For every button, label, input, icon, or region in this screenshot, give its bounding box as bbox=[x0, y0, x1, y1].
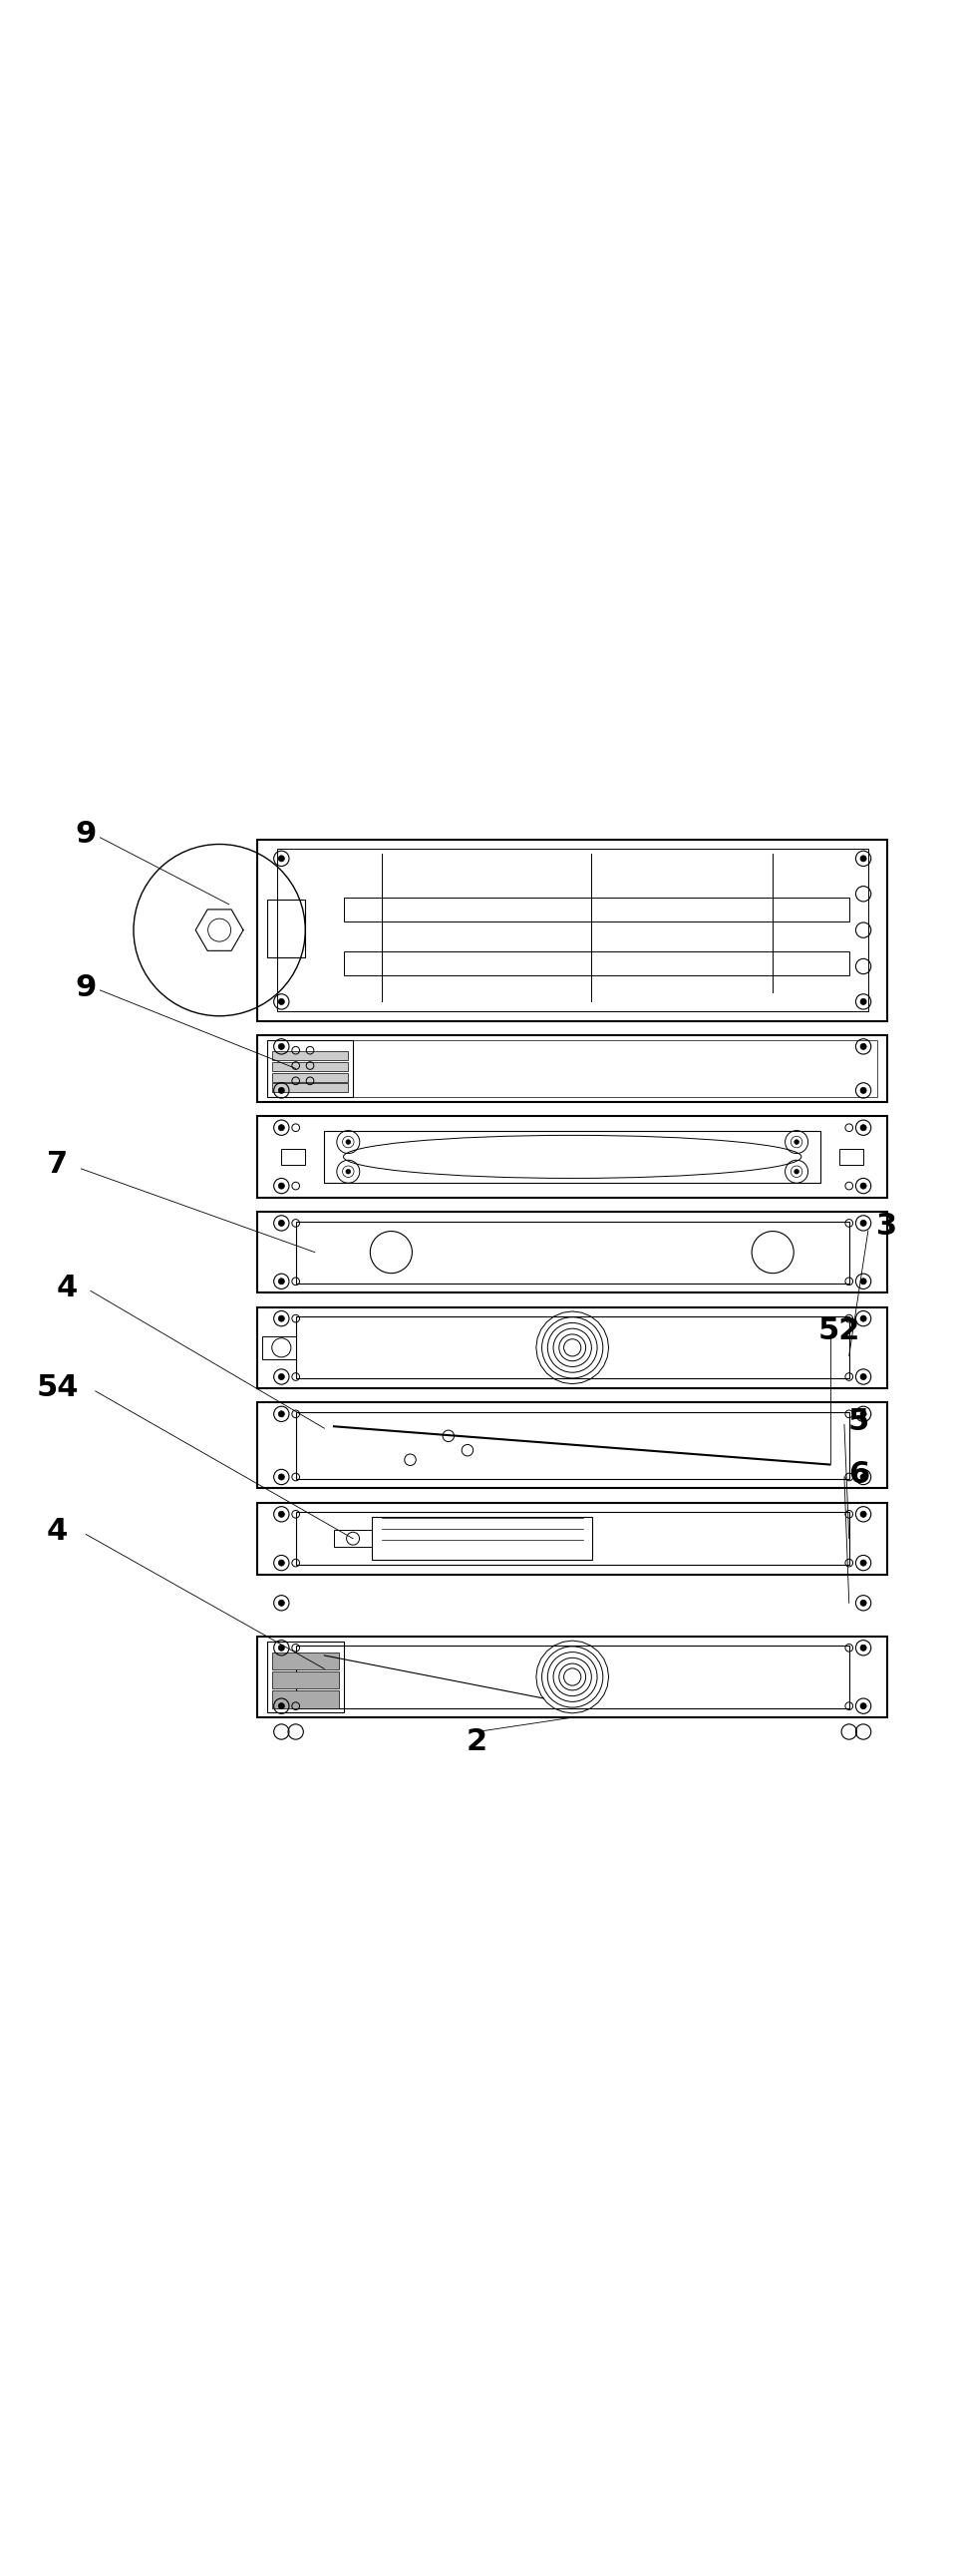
Circle shape bbox=[279, 1221, 284, 1226]
Circle shape bbox=[279, 1412, 284, 1417]
Bar bbox=[296, 1221, 849, 1283]
Bar bbox=[258, 840, 887, 1020]
Text: 4: 4 bbox=[56, 1273, 77, 1303]
Circle shape bbox=[861, 999, 866, 1005]
Bar bbox=[272, 1072, 348, 1082]
Circle shape bbox=[279, 1278, 284, 1285]
Circle shape bbox=[861, 1182, 866, 1190]
Bar bbox=[258, 1115, 887, 1198]
Text: 7: 7 bbox=[47, 1149, 68, 1177]
Bar bbox=[267, 1641, 343, 1713]
Bar bbox=[258, 1502, 887, 1574]
Text: 2: 2 bbox=[467, 1726, 487, 1757]
Text: 9: 9 bbox=[75, 974, 96, 1002]
Circle shape bbox=[795, 1170, 798, 1175]
Bar bbox=[272, 1690, 339, 1708]
Bar bbox=[258, 1636, 887, 1718]
Text: 9: 9 bbox=[75, 819, 96, 850]
Bar bbox=[262, 1337, 296, 1360]
Circle shape bbox=[279, 1087, 284, 1092]
Circle shape bbox=[861, 1221, 866, 1226]
Circle shape bbox=[346, 1139, 350, 1144]
Text: 52: 52 bbox=[819, 1316, 861, 1345]
Circle shape bbox=[279, 1043, 284, 1048]
Circle shape bbox=[279, 1182, 284, 1190]
Circle shape bbox=[279, 1126, 284, 1131]
Bar bbox=[272, 1051, 348, 1061]
Bar bbox=[296, 1412, 849, 1479]
Circle shape bbox=[861, 1316, 866, 1321]
Text: 5: 5 bbox=[848, 1406, 869, 1435]
Bar bbox=[272, 1654, 339, 1669]
Circle shape bbox=[861, 1600, 866, 1605]
Circle shape bbox=[279, 1561, 284, 1566]
Bar bbox=[258, 1306, 887, 1388]
Circle shape bbox=[861, 1126, 866, 1131]
Bar bbox=[272, 1084, 348, 1092]
Bar bbox=[840, 1149, 863, 1164]
Circle shape bbox=[279, 1512, 284, 1517]
Bar bbox=[324, 1131, 820, 1182]
Circle shape bbox=[861, 1043, 866, 1048]
Bar bbox=[258, 1401, 887, 1489]
Circle shape bbox=[279, 1703, 284, 1708]
Circle shape bbox=[861, 1278, 866, 1285]
Circle shape bbox=[279, 1600, 284, 1605]
Text: 3: 3 bbox=[877, 1211, 898, 1242]
Circle shape bbox=[861, 1512, 866, 1517]
Bar bbox=[277, 850, 868, 1012]
Bar bbox=[258, 1211, 887, 1293]
Bar bbox=[267, 1041, 353, 1097]
Circle shape bbox=[861, 1087, 866, 1092]
Circle shape bbox=[861, 1373, 866, 1381]
Bar bbox=[296, 1316, 849, 1378]
Bar bbox=[281, 1149, 305, 1164]
Bar bbox=[258, 1036, 887, 1103]
Circle shape bbox=[279, 1643, 284, 1651]
Circle shape bbox=[861, 855, 866, 860]
Bar bbox=[372, 1517, 592, 1561]
Circle shape bbox=[861, 1561, 866, 1566]
Circle shape bbox=[861, 1473, 866, 1481]
Bar bbox=[272, 1061, 348, 1072]
Circle shape bbox=[861, 1643, 866, 1651]
Text: 6: 6 bbox=[848, 1461, 869, 1489]
Bar bbox=[296, 1646, 849, 1708]
Circle shape bbox=[861, 1703, 866, 1708]
Circle shape bbox=[279, 1473, 284, 1481]
Circle shape bbox=[279, 999, 284, 1005]
Circle shape bbox=[346, 1170, 350, 1175]
Bar bbox=[343, 951, 849, 976]
Circle shape bbox=[279, 1373, 284, 1381]
Bar bbox=[334, 1530, 372, 1548]
Bar bbox=[272, 1672, 339, 1690]
Bar bbox=[267, 1041, 878, 1097]
Bar bbox=[267, 899, 305, 958]
Circle shape bbox=[795, 1139, 798, 1144]
Bar bbox=[296, 1512, 849, 1564]
Circle shape bbox=[861, 1412, 866, 1417]
Bar bbox=[343, 896, 849, 922]
Text: 54: 54 bbox=[36, 1373, 78, 1404]
Text: 4: 4 bbox=[47, 1517, 68, 1546]
Circle shape bbox=[279, 855, 284, 860]
Circle shape bbox=[279, 1316, 284, 1321]
